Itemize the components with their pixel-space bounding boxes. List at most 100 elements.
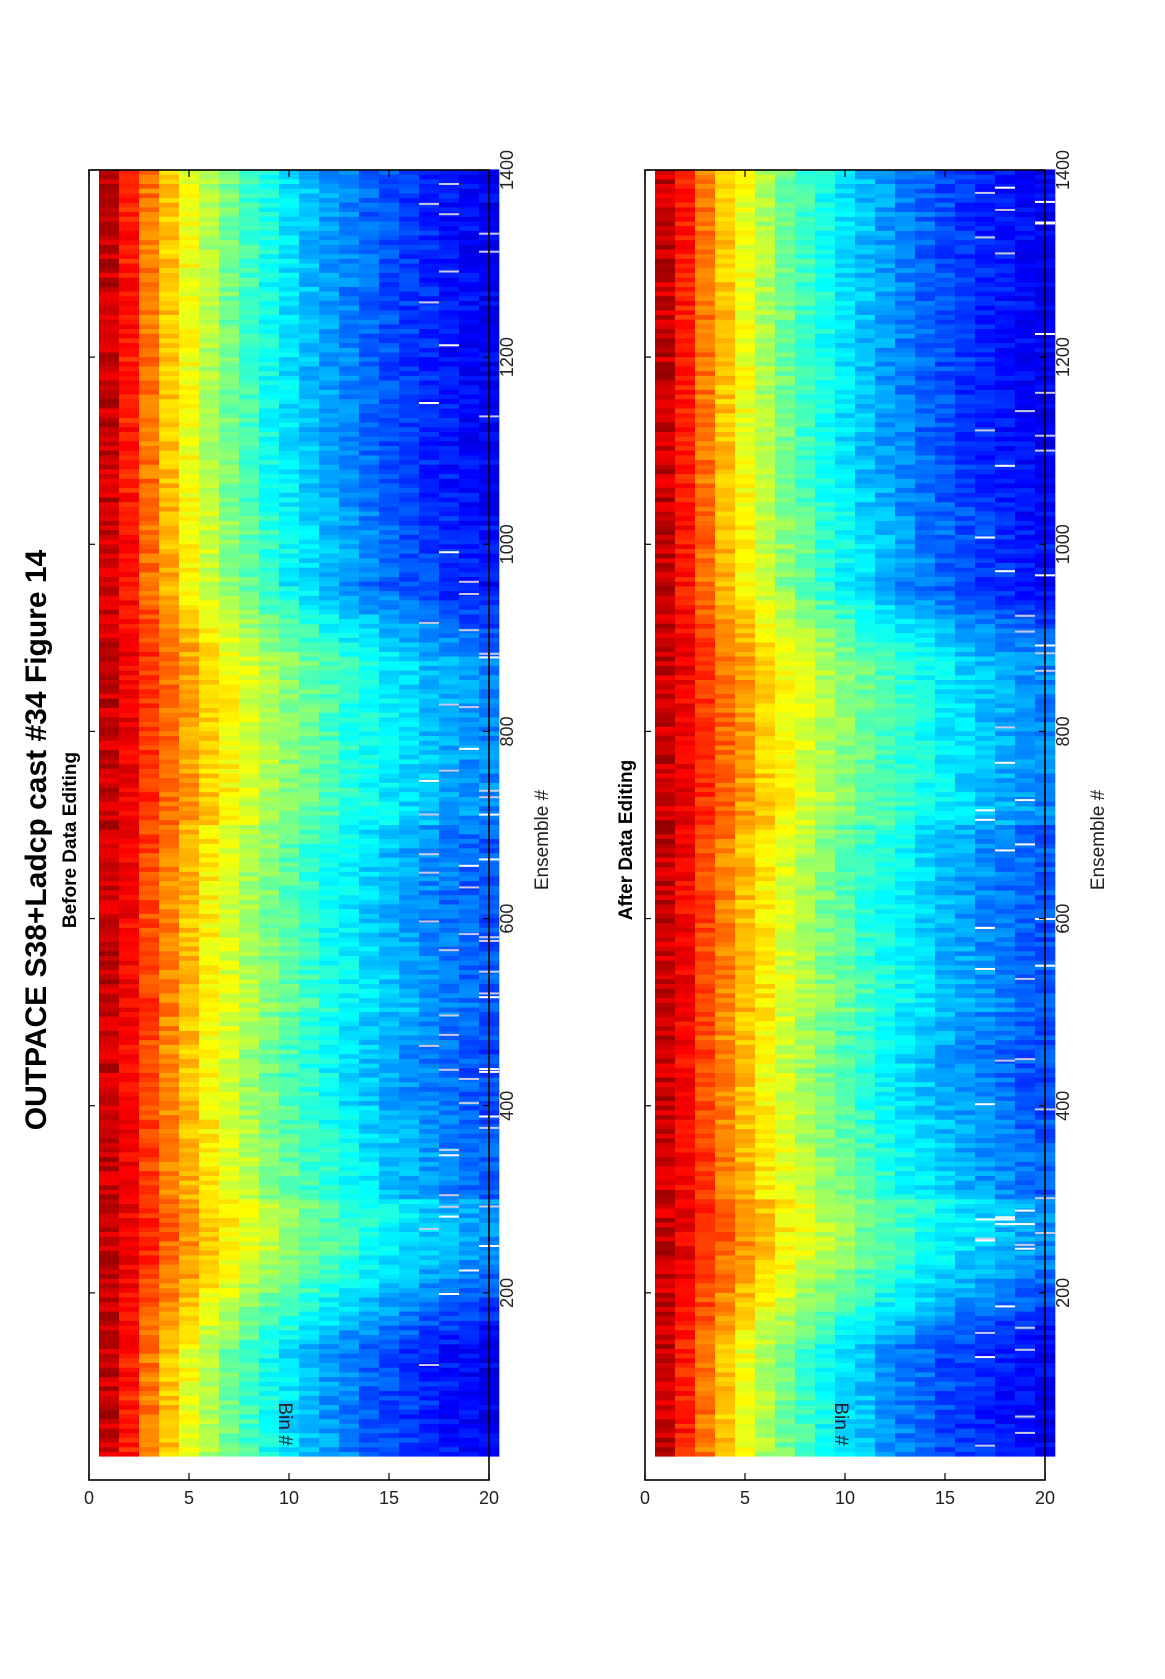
heatmap-cell: [159, 305, 180, 311]
heatmap-cell: [319, 1399, 340, 1406]
heatmap-cell: [319, 206, 340, 213]
heatmap-cell: [99, 286, 120, 292]
heatmap-cell: [119, 974, 140, 980]
heatmap-cell: [379, 1147, 400, 1153]
heatmap-cell: [199, 1016, 220, 1022]
heatmap-cell: [319, 1254, 340, 1261]
heatmap-cell: [359, 216, 380, 222]
heatmap-cell: [119, 506, 140, 512]
heatmap-cell: [419, 1376, 440, 1382]
heatmap-cell: [379, 786, 400, 793]
heatmap-cell: [199, 202, 220, 208]
heatmap-cell: [219, 258, 240, 264]
heatmap-cell: [239, 506, 260, 512]
heatmap-cell: [279, 1390, 300, 1396]
heatmap-cell: [99, 683, 120, 690]
heatmap-cell: [139, 945, 160, 952]
heatmap-cell: [239, 1395, 260, 1401]
heatmap-cell: [199, 641, 220, 648]
heatmap-cell: [419, 178, 440, 184]
heatmap-cell: [139, 1231, 160, 1237]
heatmap-cell: [299, 627, 320, 634]
heatmap-cell: [179, 1226, 200, 1232]
heatmap-cell: [219, 510, 240, 517]
heatmap-cell: [419, 599, 440, 606]
heatmap-cell: [319, 960, 340, 966]
heatmap-cell: [419, 501, 440, 507]
heatmap-cell: [379, 286, 400, 292]
heatmap-cell: [419, 277, 440, 283]
heatmap-cell: [99, 1441, 120, 1448]
heatmap-cell: [259, 1250, 280, 1256]
heatmap-cell: [419, 1348, 440, 1354]
heatmap-cell: [319, 590, 340, 596]
heatmap-cell: [239, 1165, 260, 1172]
heatmap-cell: [179, 1142, 200, 1148]
heatmap-cell: [359, 1446, 380, 1452]
heatmap-cell: [279, 225, 300, 231]
heatmap-cell: [319, 333, 340, 339]
heatmap-cell: [399, 319, 420, 325]
heatmap-cell: [179, 1231, 200, 1237]
heatmap-cell: [339, 917, 360, 924]
heatmap-cell: [199, 1189, 220, 1195]
heatmap-cell: [159, 585, 180, 592]
heatmap-cell: [359, 328, 380, 334]
heatmap-cell: [279, 913, 300, 919]
heatmap-cell: [99, 1451, 120, 1457]
heatmap-cell: [319, 267, 340, 273]
heatmap-cell: [299, 1170, 320, 1176]
heatmap-cell: [199, 1119, 220, 1125]
heatmap-cell: [199, 291, 220, 297]
heatmap-cell: [99, 1067, 120, 1073]
heatmap-cell: [359, 567, 380, 573]
heatmap-cell: [199, 1310, 220, 1317]
heatmap-cell: [399, 464, 420, 470]
heatmap-cell: [259, 978, 280, 985]
heatmap-cell: [259, 1142, 280, 1148]
heatmap-cell: [199, 1240, 220, 1247]
heatmap-cell: [139, 796, 160, 802]
heatmap-cell: [179, 258, 200, 264]
heatmap-cell: [439, 496, 460, 503]
heatmap-cell: [259, 473, 280, 479]
heatmap-cell: [259, 992, 280, 999]
heatmap-cell: [399, 660, 420, 666]
heatmap-cell: [119, 595, 140, 601]
heatmap-cell: [199, 885, 220, 891]
heatmap-cell: [199, 894, 220, 900]
heatmap-cell: [359, 786, 380, 793]
heatmap-cell: [199, 646, 220, 652]
heatmap-cell: [359, 1133, 380, 1139]
heatmap-cell: [119, 534, 140, 540]
heatmap-cell: [239, 1091, 260, 1097]
heatmap-cell: [239, 609, 260, 615]
heatmap-cell: [239, 829, 260, 835]
heatmap-cell: [419, 609, 440, 615]
heatmap-cell: [159, 267, 180, 273]
heatmap-cell: [219, 1156, 240, 1162]
heatmap-cell: [119, 1137, 140, 1144]
heatmap-cell: [279, 389, 300, 395]
heatmap-cell: [339, 1095, 360, 1101]
heatmap-cell: [119, 351, 140, 358]
heatmap-cell: [359, 1338, 380, 1345]
heatmap-cell: [119, 1427, 140, 1434]
heatmap-cell: [379, 866, 400, 872]
heatmap-cell: [419, 669, 440, 676]
heatmap-cell: [339, 248, 360, 255]
heatmap-cell: [339, 618, 360, 624]
heatmap-cell: [379, 1100, 400, 1106]
heatmap-cell: [159, 202, 180, 208]
heatmap-cell: [179, 1086, 200, 1092]
heatmap-cell: [219, 772, 240, 779]
heatmap-cell: [319, 375, 340, 381]
heatmap-cell: [179, 819, 200, 825]
heatmap-cell: [179, 782, 200, 788]
heatmap-cell: [139, 478, 160, 484]
heatmap-cell: [139, 183, 160, 189]
heatmap-cell: [159, 319, 180, 325]
heatmap-cell: [319, 1236, 340, 1242]
heatmap-cell: [119, 889, 140, 896]
heatmap-cell: [239, 866, 260, 872]
